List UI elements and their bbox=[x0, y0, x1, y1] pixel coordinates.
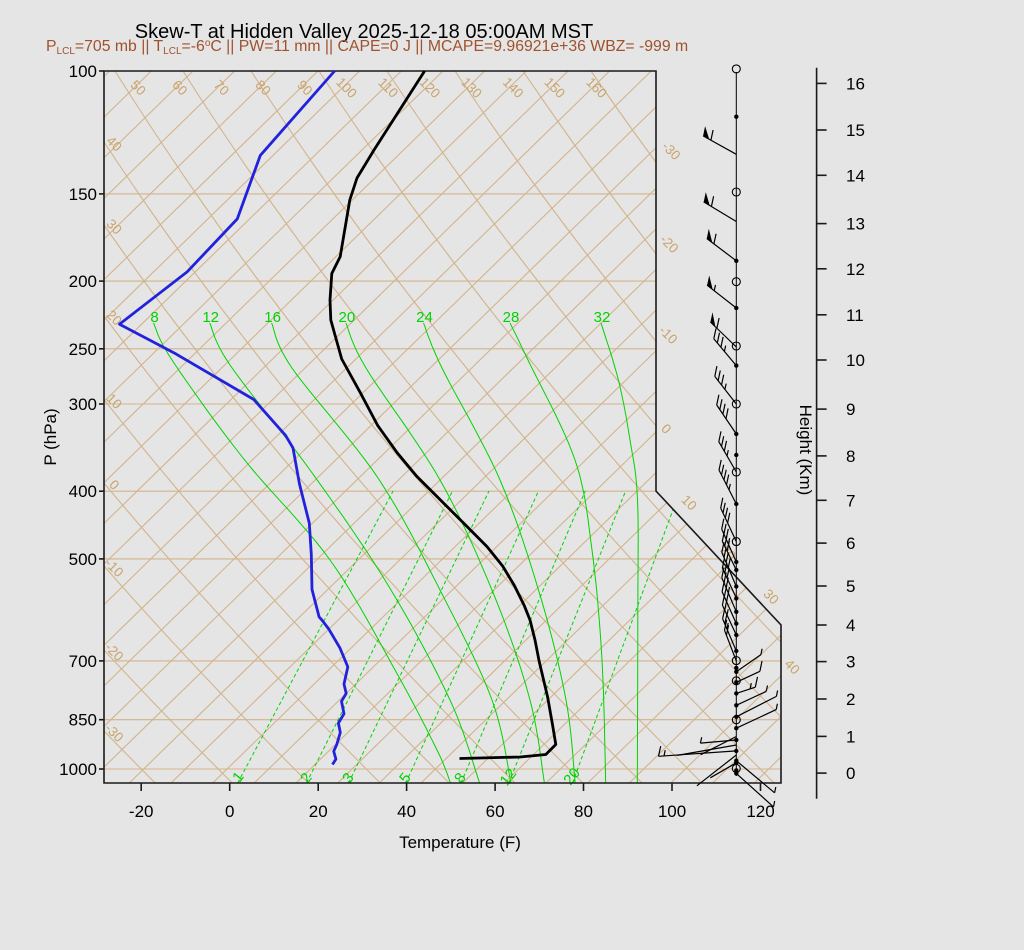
svg-text:11: 11 bbox=[846, 306, 864, 325]
svg-text:16: 16 bbox=[846, 74, 865, 93]
svg-text:700: 700 bbox=[69, 652, 97, 671]
svg-text:Height (Km): Height (Km) bbox=[796, 405, 815, 496]
svg-text:PLCL=705 mb || TLCL=-6oC || PW: PLCL=705 mb || TLCL=-6oC || PW=11 mm || … bbox=[46, 38, 688, 57]
svg-text:1: 1 bbox=[846, 727, 855, 746]
svg-text:-20: -20 bbox=[129, 802, 154, 821]
svg-text:120: 120 bbox=[746, 802, 774, 821]
svg-text:300: 300 bbox=[69, 395, 97, 414]
svg-text:60: 60 bbox=[486, 802, 505, 821]
svg-text:20: 20 bbox=[309, 802, 328, 821]
svg-text:250: 250 bbox=[69, 340, 97, 359]
svg-text:100: 100 bbox=[658, 802, 686, 821]
svg-text:Temperature (F): Temperature (F) bbox=[399, 833, 521, 852]
svg-text:2: 2 bbox=[846, 690, 855, 709]
svg-text:10: 10 bbox=[846, 351, 865, 370]
svg-text:40: 40 bbox=[397, 802, 416, 821]
svg-text:8: 8 bbox=[150, 309, 158, 326]
svg-text:500: 500 bbox=[69, 550, 97, 569]
svg-text:7: 7 bbox=[846, 491, 855, 510]
svg-text:6: 6 bbox=[846, 534, 855, 553]
svg-text:3: 3 bbox=[846, 653, 855, 672]
svg-text:Skew-T at Hidden Valley 2025-1: Skew-T at Hidden Valley 2025-12-18 05:00… bbox=[135, 21, 593, 43]
svg-text:14: 14 bbox=[846, 166, 865, 185]
svg-text:8: 8 bbox=[846, 447, 855, 466]
svg-text:400: 400 bbox=[69, 482, 97, 501]
svg-text:850: 850 bbox=[69, 711, 97, 730]
svg-text:80: 80 bbox=[574, 802, 593, 821]
svg-text:100: 100 bbox=[69, 62, 97, 81]
svg-text:5: 5 bbox=[846, 577, 855, 596]
svg-text:200: 200 bbox=[69, 272, 97, 291]
svg-text:4: 4 bbox=[846, 616, 855, 635]
svg-text:15: 15 bbox=[846, 121, 865, 140]
svg-text:12: 12 bbox=[846, 260, 865, 279]
svg-text:0: 0 bbox=[225, 802, 234, 821]
svg-text:12: 12 bbox=[202, 309, 219, 326]
svg-text:28: 28 bbox=[503, 309, 520, 326]
svg-text:32: 32 bbox=[594, 309, 611, 326]
svg-text:1000: 1000 bbox=[59, 760, 97, 779]
svg-text:150: 150 bbox=[69, 185, 97, 204]
svg-text:13: 13 bbox=[846, 215, 865, 234]
svg-text:24: 24 bbox=[416, 309, 433, 326]
svg-text:P (hPa): P (hPa) bbox=[41, 408, 60, 465]
svg-text:9: 9 bbox=[846, 400, 855, 419]
svg-text:16: 16 bbox=[264, 309, 281, 326]
svg-text:20: 20 bbox=[339, 309, 356, 326]
svg-text:0: 0 bbox=[846, 764, 855, 783]
